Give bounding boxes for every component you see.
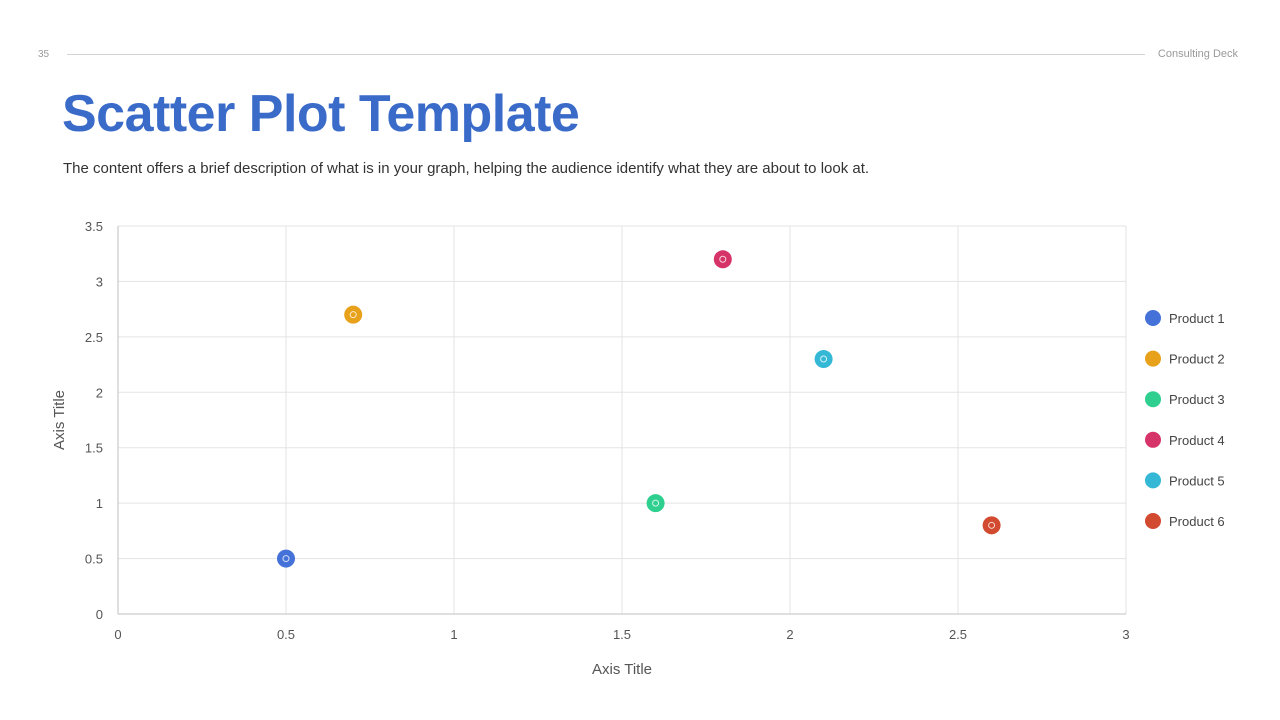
deck-name: Consulting Deck [1157,48,1238,60]
data-point-marker [349,311,357,319]
header-divider [67,54,1145,55]
y-axis-title: Axis Title [51,390,68,450]
x-tick-label: 2 [786,627,793,642]
slide-subtitle: The content offers a brief description o… [63,160,870,177]
y-tick-label: 1.5 [85,441,103,456]
y-tick-label: 0 [96,607,103,622]
x-tick-label: 0 [114,627,121,642]
x-tick-label: 1.5 [613,627,631,642]
chart-legend: Product 1 Product 2 Product 3 Product 4 Prod… [1145,310,1225,529]
y-tick-label: 0.5 [85,552,103,567]
legend-marker [1145,310,1161,326]
y-tick-label: 2.5 [85,330,103,345]
legend-marker [1145,513,1161,529]
legend-marker [1145,472,1161,489]
y-tick-label: 3 [96,274,103,289]
legend-label: Product 5 [1169,473,1225,488]
chart-tick-labels: 0 0.5 1 1.5 2 2.5 3 3.5 0 0.5 1 1.5 2 2.5 3 [85,219,1130,642]
legend-label: Product 2 [1169,352,1225,367]
chart-points [277,250,1001,568]
x-tick-label: 2.5 [949,627,967,642]
x-tick-label: 0.5 [277,627,295,642]
x-tick-label: 3 [1122,627,1129,642]
y-tick-label: 2 [96,385,103,400]
data-point-marker [988,521,996,529]
chart-grid [118,225,1127,614]
legend-marker [1145,431,1161,448]
slide-title: Scatter Plot Template [62,85,580,143]
data-point [277,549,295,568]
data-point [646,494,665,513]
legend-marker [1145,350,1161,367]
legend-label: Product 4 [1169,433,1225,448]
legend-label: Product 6 [1169,514,1225,529]
y-tick-label: 1 [96,496,103,511]
x-tick-label: 1 [450,627,457,642]
legend-marker [1145,391,1161,408]
data-point-marker [820,355,828,363]
data-point [344,305,363,324]
data-point-marker [652,499,660,507]
legend-label: Product 3 [1169,392,1225,407]
data-point-marker [719,255,727,263]
legend-label: Product 1 [1169,311,1225,326]
chart-axes [117,226,1126,615]
data-point [982,516,1001,535]
page-number: 35 [38,49,50,60]
data-point [814,350,833,369]
y-tick-label: 3.5 [85,219,103,234]
data-point [713,250,732,269]
data-point-marker [282,555,290,563]
x-axis-title: Axis Title [592,661,652,678]
